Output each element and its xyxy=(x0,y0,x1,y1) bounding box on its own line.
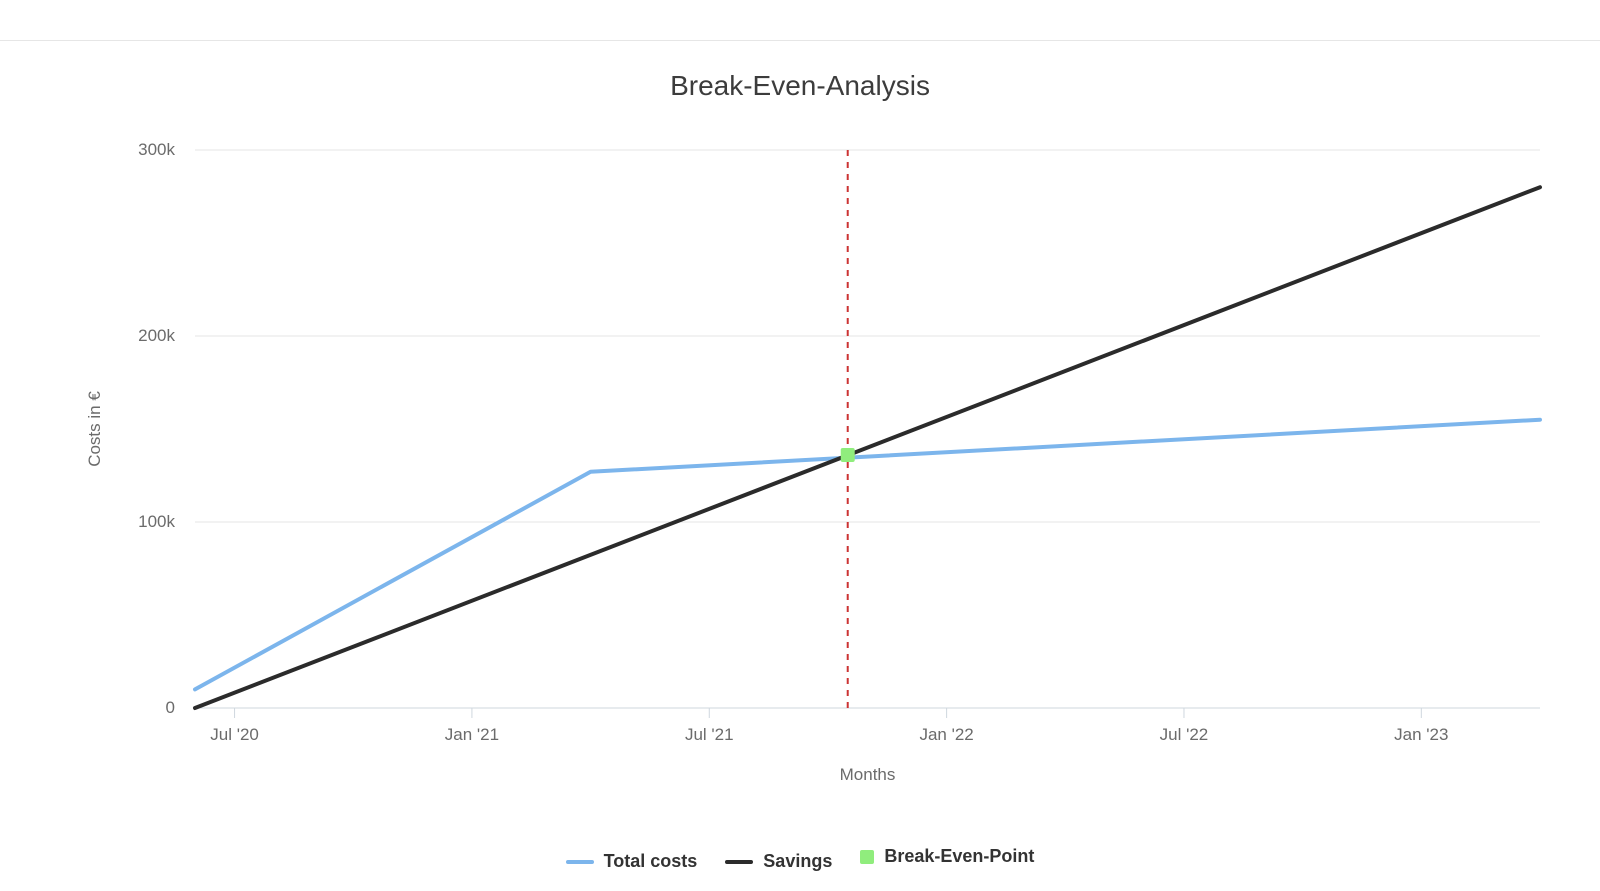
legend-item[interactable]: Savings xyxy=(725,851,832,872)
legend-label: Savings xyxy=(763,851,832,872)
x-axis-title: Months xyxy=(840,765,896,784)
legend-swatch-square xyxy=(860,850,874,864)
separator-line xyxy=(0,40,1600,41)
legend-item[interactable]: Total costs xyxy=(566,851,698,872)
chart-legend: Total costs Savings Break-Even-Point xyxy=(0,846,1600,872)
x-tick-label: Jul '21 xyxy=(685,725,734,744)
legend-label: Break-Even-Point xyxy=(884,846,1034,867)
chart-title: Break-Even-Analysis xyxy=(0,70,1600,102)
x-tick-label: Jan '23 xyxy=(1394,725,1448,744)
y-tick-label: 300k xyxy=(138,140,175,159)
series-savings xyxy=(195,187,1540,708)
x-tick-label: Jul '20 xyxy=(210,725,259,744)
legend-swatch-line xyxy=(566,860,594,864)
chart-container: Break-Even-Analysis 0 100k 200k 300k Jul '20… xyxy=(0,70,1600,872)
y-tick-label: 0 xyxy=(166,698,175,717)
x-tick-label: Jan '22 xyxy=(919,725,973,744)
x-tick-label: Jan '21 xyxy=(445,725,499,744)
legend-label: Total costs xyxy=(604,851,698,872)
break-even-chart: 0 100k 200k 300k Jul '20 Jan '21 Jul '21 Jan '2… xyxy=(40,108,1560,828)
x-tick-label: Jul '22 xyxy=(1160,725,1209,744)
legend-item[interactable]: Break-Even-Point xyxy=(860,846,1034,867)
series-total-costs xyxy=(195,420,1540,690)
y-tick-label: 100k xyxy=(138,512,175,531)
legend-swatch-line xyxy=(725,860,753,864)
break-even-point-marker xyxy=(841,448,855,462)
y-axis-title: Costs in € xyxy=(85,391,104,467)
y-tick-label: 200k xyxy=(138,326,175,345)
